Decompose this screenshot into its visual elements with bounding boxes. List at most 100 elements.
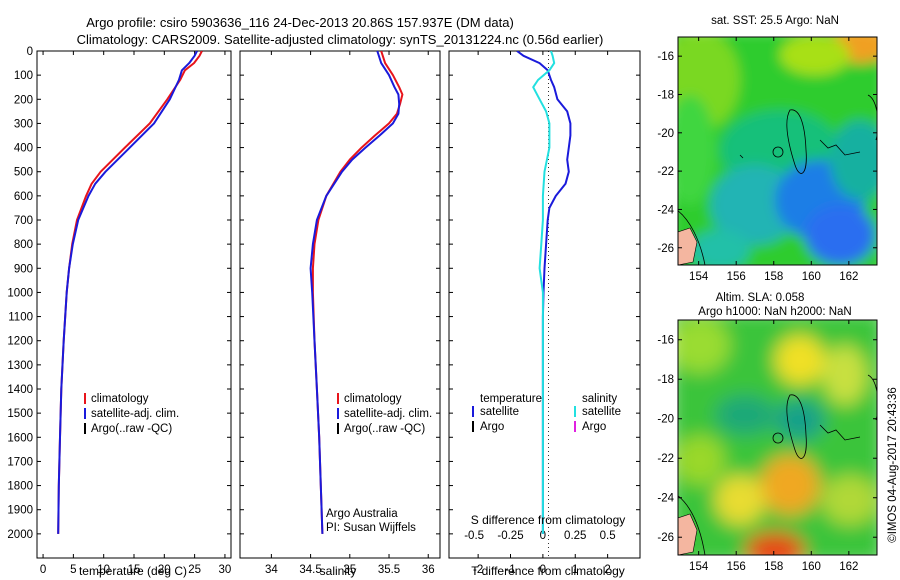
difference-legend: temperature satellite Argo salinity sate… [472,393,621,433]
salinity-xlabel: salinity [320,564,357,578]
y-tick-label: 400 [14,143,33,155]
sst-lon-axis: 154 156 158 160 162 [689,37,858,283]
imos-credit: ©IMOS 04-Aug-2017 20:43:36 [887,387,899,543]
sst-map-panel: sat. SST: 25.5 Argo: NaN [657,15,878,283]
australia-land [678,513,698,555]
y-tick-label: 1400 [7,384,33,396]
legend-label-temp-satellite: satellite [480,406,519,418]
sla-heatmap [678,320,877,555]
lon-tick-label: 162 [839,561,858,573]
lon-tick-label: 160 [802,561,821,573]
legend-heading-temperature: temperature [480,393,542,405]
x-tick-label: 15 [128,564,141,576]
y-tick-label: 100 [14,70,33,82]
sst-heatmap [678,37,877,265]
y-tick-label: 2000 [7,529,33,541]
y-tick-label: 700 [14,215,33,227]
top-tick-label: 0 [540,530,546,542]
salinity-legend: climatology satellite-adj. clim. Argo(..… [337,393,432,435]
salinity-axes-frame [239,50,441,559]
legend-label-argo: Argo(..raw -QC) [91,423,172,435]
legend-label-satellite: satellite-adj. clim. [91,408,179,420]
lat-tick-label: -26 [657,243,674,255]
x-tick-label: 34 [265,564,278,576]
temperature-panel: 0100200300400500600700800900100011001200… [7,46,232,578]
y-tick-label: 1900 [7,505,33,517]
sla-map-title-line1: Altim. SLA: 0.058 [716,292,805,304]
sla-lat-axis: -16 -18 -20 -22 -24 -26 [657,335,877,544]
lat-tick-label: -26 [657,532,674,544]
y-tick-label: 200 [14,94,33,106]
lon-tick-label: 160 [802,271,821,283]
lat-tick-label: -16 [657,335,674,347]
legend-label-temp-argo: Argo [480,421,504,433]
x-tick-label: 20 [158,564,171,576]
figure-title-line2: Climatology: CARS2009. Satellite-adjuste… [77,32,604,47]
lat-tick-label: -20 [657,414,674,426]
y-tick-label: 600 [14,191,33,203]
figure-title-line1: Argo profile: csiro 5903636_116 24-Dec-2… [86,15,514,30]
sla-lon-axis: 154 156 158 160 162 [689,320,858,573]
s-difference-label: S difference from climatology [471,513,626,527]
x-tick-label: 36 [422,564,435,576]
argo-australia-label: Argo Australia [326,508,398,520]
y-tick-label: 0 [27,46,33,58]
x-tick-label: 1 [572,564,578,576]
lat-tick-label: -22 [657,166,674,178]
salinity-depth-ticks [240,50,440,535]
lat-tick-label: -24 [657,493,674,505]
legend-label-argo: Argo(..raw -QC) [344,423,425,435]
series-line-satellite-adj-clim- [57,51,198,534]
y-tick-label: 1500 [7,408,33,420]
x-tick-label: 5 [70,564,76,576]
difference-x-axis: -2 -1 0 1 2 [473,51,611,576]
sla-map-frame [677,319,878,556]
lat-tick-label: -20 [657,128,674,140]
depth-axis: 0 100 200 300 400 500 600 700 800 900 1000 1100 1200… [7,46,231,541]
x-tick-label: 35 [343,564,356,576]
y-tick-label: 800 [14,239,33,251]
legend-heading-salinity: salinity [582,393,617,405]
lon-tick-label: 162 [839,271,858,283]
y-tick-label: 300 [14,118,33,130]
salinity-x-axis: 34 34.5 35 35.5 36 [265,51,435,576]
legend-label-sal-satellite: satellite [582,406,621,418]
australia-land [678,227,698,265]
t-difference-label: T difference from climatology [471,564,625,578]
lat-tick-label: -16 [657,51,674,63]
series-line-climatology [311,51,404,534]
x-tick-label: 35.5 [378,564,400,576]
difference-depth-ticks [449,50,640,535]
series-line-satellite-adj-clim- [309,51,401,534]
top-tick-label: -0.5 [464,530,484,542]
x-tick-label: 10 [97,564,110,576]
x-tick-label: 25 [188,564,201,576]
sst-map-frame [677,36,878,266]
y-tick-label: 1600 [7,432,33,444]
pi-label: PI: Susan Wijffels [326,522,416,534]
lon-tick-label: 154 [689,561,709,573]
y-tick-label: 1300 [7,360,33,372]
series-line-climatology [57,51,203,534]
x-tick-label: 2 [604,564,610,576]
difference-axes-frame [448,50,641,559]
y-tick-label: 500 [14,167,33,179]
lon-tick-label: 158 [764,561,783,573]
top-tick-label: 0.5 [600,530,616,542]
lat-tick-label: -22 [657,453,674,465]
y-tick-label: 1000 [7,287,33,299]
sla-map-panel: Altim. SLA: 0.058 Argo h1000: NaN h2000:… [657,292,878,573]
x-tick-label: 0 [40,564,46,576]
y-tick-label: 1100 [8,312,33,324]
x-tick-label: -2 [473,564,483,576]
salinity-difference-axis: -0.5 -0.25 0 0.25 0.5 [464,530,615,542]
legend-label-climatology: climatology [344,393,402,405]
lon-tick-label: 156 [727,561,746,573]
sst-lat-axis: -16 -18 -20 -22 -24 -26 [657,51,877,255]
temperature-legend: climatology satellite-adj. clim. Argo(..… [84,393,179,435]
lat-tick-label: -24 [657,204,674,216]
x-tick-label: 0 [540,564,546,576]
y-tick-label: 900 [14,263,33,275]
legend-label-climatology: climatology [91,393,149,405]
